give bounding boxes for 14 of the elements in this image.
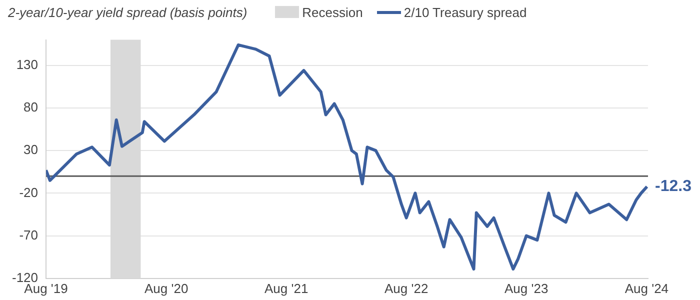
x-tick-label: Aug '24	[624, 280, 669, 296]
y-tick-label: 130	[16, 56, 38, 72]
y-tick-label: 80	[24, 100, 38, 115]
chart-title: 2-year/10-year yield spread (basis points)	[8, 4, 248, 20]
legend-label: Recession	[302, 4, 363, 20]
legend-label: 2/10 Treasury spread	[404, 4, 527, 20]
y-tick-label: -20	[19, 184, 38, 200]
y-tick-label: 30	[24, 142, 38, 158]
y-tick-label: -70	[19, 227, 38, 242]
x-tick-label: Aug '20	[144, 280, 188, 296]
x-tick-label: Aug '21	[264, 280, 308, 296]
annotation: -12.3	[655, 178, 692, 196]
x-tick-label: Aug '22	[384, 280, 428, 296]
x-tick-label: Aug '23	[504, 280, 548, 296]
